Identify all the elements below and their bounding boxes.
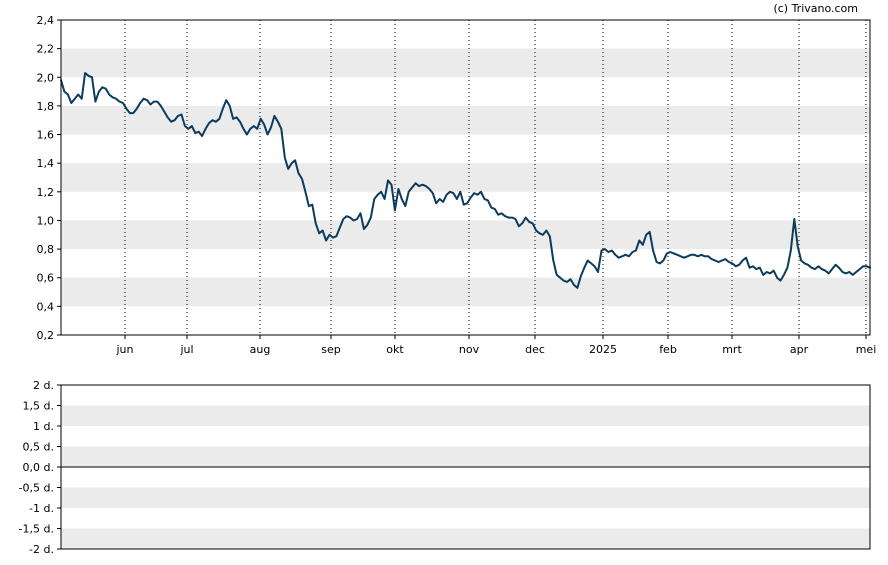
y-tick-label: -1,5 d. [19,523,54,536]
y-tick-label: 2,4 [37,14,55,27]
y-tick-label: 0,8 [37,243,55,256]
x-tick-label: sep [321,343,340,356]
grid-band [61,277,870,307]
y-tick-label: -2 d. [29,543,54,556]
chart-frame [60,384,871,550]
y-tick-label: 0,6 [37,272,55,285]
grid-band [61,48,870,78]
x-tick-label: okt [386,343,404,356]
secondary-chart: -2 d. -1,5 d. -1 d. -0,5 d. 0,0 d. 0,5 d. 1 d.… [19,379,871,556]
y-tick-label: 1,0 [37,214,55,227]
grid-band [61,446,870,467]
y-tick-label: 1,6 [37,129,55,142]
y-tick-label: 1,2 [37,186,55,199]
copyright-text: (c) Trivano.com [773,2,858,15]
y-tick-label: 2,2 [37,43,55,56]
grid-band [61,528,870,549]
grid-band [61,105,870,135]
x-tick-label: mei [856,343,877,356]
x-tick-label: mrt [722,343,742,356]
y-tick-label: 1 d. [33,420,54,433]
grid-band [61,487,870,508]
x-tick-label: 2025 [589,343,617,356]
x-tick-label: aug [250,343,271,356]
grid-band [61,220,870,250]
x-tick-label: dec [525,343,545,356]
x-tick-label: nov [459,343,480,356]
x-tick-label: feb [659,343,677,356]
y-tick-label: 0,0 d. [23,461,54,474]
y-tick-label: -1 d. [29,502,54,515]
price-chart: jun jul aug sep okt nov dec 2025 feb mrt apr mei 0,2… [37,14,877,356]
x-tick-label: jul [179,343,193,356]
y-tick-label: 0,2 [37,329,55,342]
y-tick-label: 1,4 [37,157,55,170]
y-tick-label: 1,5 d. [23,400,54,413]
x-tick-label: apr [790,343,809,356]
x-tick-label: jun [116,343,134,356]
y-tick-label: 0,5 d. [23,441,54,454]
grid-band [61,163,870,192]
y-tick-label: -0,5 d. [19,482,54,495]
y-tick-label: 2,0 [37,71,55,84]
chart-frame [60,19,871,336]
y-tick-label: 0,4 [37,300,55,313]
y-tick-label: 1,8 [37,100,55,113]
y-tick-label: 2 d. [33,379,54,392]
price-line [60,72,871,289]
grid-band [61,405,870,426]
